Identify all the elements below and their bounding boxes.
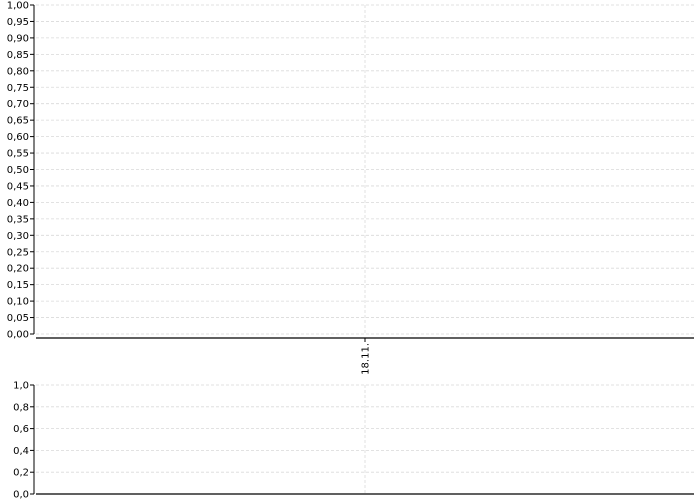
y-tick-label: 0,45 (7, 181, 29, 192)
y-tick-label: 0,75 (7, 83, 29, 94)
y-tick-label: 0,55 (7, 149, 29, 160)
y-tick-label: 0,20 (7, 264, 29, 275)
y-tick-label: 0,8 (13, 402, 29, 413)
y-tick-label: 0,00 (7, 330, 29, 341)
y-tick-label: 0,30 (7, 231, 29, 242)
y-tick-label: 0,50 (7, 165, 29, 176)
y-tick-label: 0,70 (7, 99, 29, 110)
y-tick-label: 0,60 (7, 132, 29, 143)
x-tick-label: 18.11. (361, 343, 372, 375)
y-tick-label: 0,80 (7, 66, 29, 77)
y-tick-label: 1,00 (7, 1, 29, 12)
y-tick-label: 0,05 (7, 313, 29, 324)
y-tick-label: 0,10 (7, 297, 29, 308)
y-tick-label: 0,95 (7, 17, 29, 28)
y-tick-label: 0,25 (7, 247, 29, 258)
y-tick-label: 0,15 (7, 280, 29, 291)
y-tick-label: 0,2 (13, 468, 29, 479)
panel-1: 0,00 0,05 0,10 0,15 0,20 0,25 0,30 0,35 0,40 0,45… (7, 1, 694, 341)
panel-2: 0,0 0,2 0,4 0,6 0,8 1,0 (13, 381, 694, 501)
y-tick-label: 1,0 (13, 381, 29, 392)
y-tick-label: 0,0 (13, 490, 29, 501)
y-tick-label: 0,40 (7, 198, 29, 209)
y-tick-label: 0,6 (13, 424, 29, 435)
y-tick-label: 0,4 (13, 446, 29, 457)
y-tick-label: 0,65 (7, 116, 29, 127)
y-tick-label: 0,85 (7, 50, 29, 61)
y-tick-label: 0,35 (7, 214, 29, 225)
y-tick-label: 0,90 (7, 33, 29, 44)
